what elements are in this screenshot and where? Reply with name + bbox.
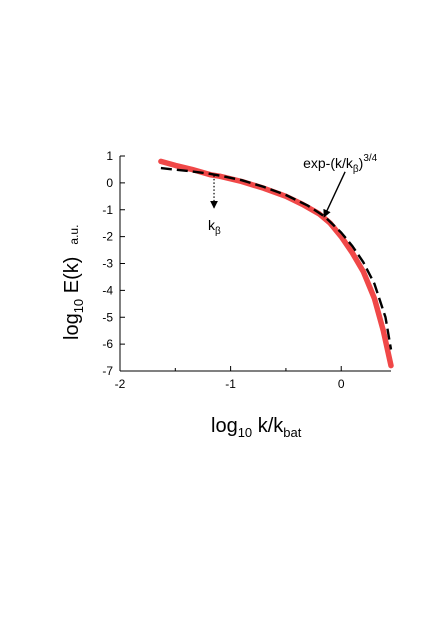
fit-label-sup: 3/4 — [363, 153, 377, 164]
y-axis-label: log10 E(k) a.u. — [61, 225, 86, 340]
y-tick-label: 0 — [106, 176, 113, 190]
y-tick-label: -7 — [102, 364, 113, 378]
x-tick-label: -1 — [225, 377, 236, 391]
y-tick-label: -3 — [102, 257, 113, 271]
x-axis-label-mid: k/k — [252, 415, 284, 437]
kbeta-label-main: k — [208, 217, 216, 233]
fit-label: exp-(k/kβ)3/4 — [303, 153, 378, 175]
x-tick-label: -2 — [115, 377, 126, 391]
y-tick-label: 1 — [106, 149, 113, 163]
fit-label-sub: β — [353, 164, 359, 175]
kbeta-label-sub: β — [215, 226, 221, 237]
y-ticks: 1 0 -1 -2 -3 -4 -5 -6 -7 — [102, 149, 125, 378]
kbeta-label: kβ — [208, 217, 221, 237]
y-tick-label: -5 — [102, 310, 113, 324]
y-axis-label-sub1: 10 — [71, 299, 86, 313]
y-tick-label: -4 — [102, 283, 113, 297]
y-axis-label-mid: E(k) — [61, 257, 83, 299]
x-axis-label-main: log — [211, 415, 238, 437]
y-tick-label: -1 — [102, 203, 113, 217]
fit-arrow — [323, 171, 346, 218]
y-tick-label: -6 — [102, 337, 113, 351]
x-axis-label: log10 k/kbat — [211, 415, 302, 440]
x-axis-label-sub1: 10 — [238, 425, 252, 440]
y-axis-label-main: log — [61, 313, 83, 340]
fit-label-tail: ) — [359, 155, 364, 171]
y-tick-label: -2 — [102, 230, 113, 244]
annotation-layer: kβ exp-(k/kβ)3/4 — [208, 153, 378, 237]
fit-label-main: exp-(k/k — [303, 155, 354, 171]
x-ticks: -2 -1 0 — [115, 366, 345, 391]
series-line-solid — [158, 158, 394, 369]
x-axis-label-sub2: bat — [283, 425, 301, 440]
series-line-dashed — [160, 166, 393, 350]
y-axis-label-unit: a.u. — [67, 225, 81, 245]
y-axis-label-group: log10 E(k) a.u. — [61, 225, 86, 340]
x-tick-label: 0 — [338, 377, 345, 391]
series-layer — [158, 158, 394, 369]
